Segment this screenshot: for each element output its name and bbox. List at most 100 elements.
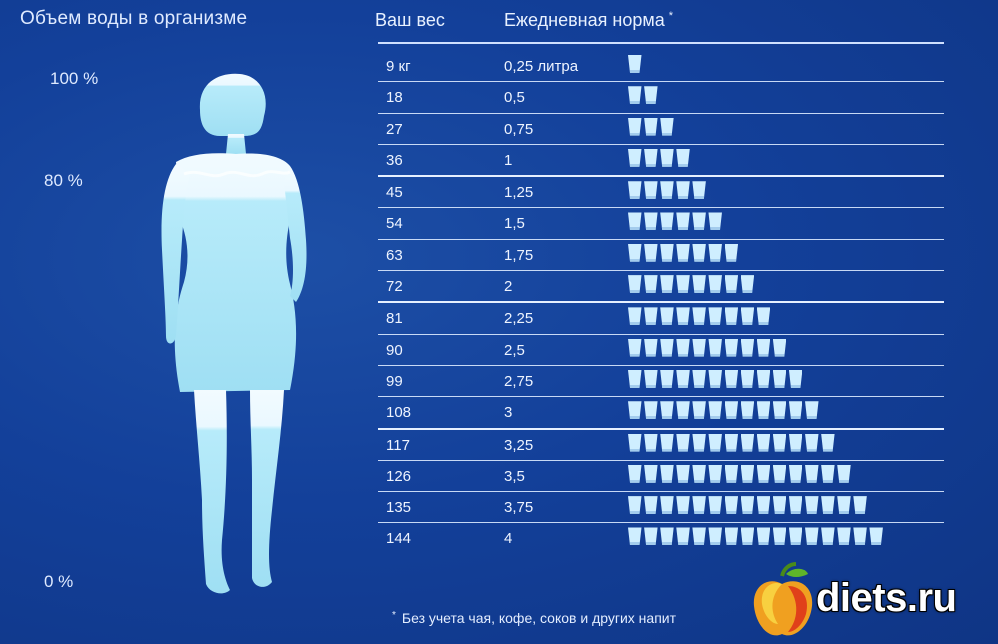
cups-group — [628, 369, 803, 390]
water-glass-icon — [660, 338, 674, 357]
water-glass-icon — [805, 433, 819, 452]
water-glass-icon — [676, 496, 690, 515]
water-glass-icon — [708, 212, 722, 231]
water-glass-icon — [628, 496, 642, 515]
water-glass-icon — [805, 401, 819, 420]
water-glass-icon — [692, 181, 706, 200]
table-row: 81 2,25 — [378, 303, 944, 335]
cups-group — [628, 338, 787, 359]
water-glass-icon — [837, 527, 851, 546]
water-glass-icon — [628, 212, 642, 231]
water-glass-icon — [805, 527, 819, 546]
scale-label-0: 0 % — [44, 572, 74, 591]
cups-group — [628, 401, 819, 421]
water-glass-icon — [660, 243, 674, 262]
water-glass-icon — [676, 464, 690, 483]
water-glass-icon — [692, 433, 706, 452]
water-glass-icon — [644, 496, 658, 515]
water-glass-icon — [740, 275, 755, 294]
water-glass-icon — [628, 433, 642, 452]
liters-cell: 2 — [504, 278, 513, 296]
diets-logo: diets.ru — [748, 560, 998, 644]
water-glass-icon — [788, 401, 803, 420]
water-glass-icon — [708, 243, 722, 262]
water-glass-icon — [740, 401, 755, 420]
liters-cell: 4 — [504, 530, 513, 548]
water-glass-icon — [724, 307, 739, 326]
water-glass-icon — [740, 433, 755, 452]
water-glass-icon — [724, 496, 739, 515]
water-glass-icon — [756, 433, 771, 452]
water-glass-icon — [708, 401, 722, 420]
water-glass-icon — [660, 307, 674, 326]
weight-cell: 27 — [386, 120, 403, 138]
cups-group — [628, 117, 674, 138]
water-glass-icon — [644, 464, 658, 483]
cups-group — [628, 55, 642, 75]
water-glass-icon — [740, 307, 755, 326]
water-glass-icon — [676, 527, 690, 546]
water-glass-icon — [756, 464, 771, 483]
liters-cell: 0,5 — [504, 89, 525, 107]
water-glass-icon — [821, 464, 835, 483]
water-glass-icon — [708, 338, 722, 357]
water-glass-icon — [692, 527, 706, 546]
figure-dress — [174, 153, 297, 392]
water-glass-icon — [676, 338, 690, 357]
scale-label-80: 80 % — [44, 171, 83, 190]
water-glass-icon — [788, 496, 803, 515]
apple-icon — [753, 562, 813, 636]
water-glass-icon — [628, 181, 642, 200]
water-glass-icon — [788, 527, 803, 546]
liters-cell: 3,75 — [504, 499, 534, 517]
water-glass-icon — [660, 181, 674, 200]
water-glass-icon — [740, 338, 755, 357]
water-glass-icon — [740, 527, 755, 546]
water-glass-icon — [644, 212, 658, 231]
water-glass-icon — [692, 464, 706, 483]
water-glass-icon — [628, 401, 642, 420]
water-glass-icon — [756, 496, 771, 515]
column-header-star: * — [668, 10, 674, 22]
water-glass-icon — [644, 148, 658, 167]
water-glass-icon — [644, 338, 658, 357]
table-row: 36 1 — [378, 145, 944, 178]
water-glass-icon — [772, 369, 787, 388]
water-glass-icon — [628, 275, 642, 294]
water-glass-icon — [756, 307, 771, 326]
water-glass-icon — [644, 527, 658, 546]
table-row: 117 3,25 — [378, 430, 944, 461]
water-glass-icon — [788, 369, 803, 388]
water-glass-icon — [660, 212, 674, 231]
table-row: 63 1,75 — [378, 240, 944, 272]
body-water-title: Объем воды в организме — [20, 8, 248, 29]
water-glass-icon — [628, 55, 642, 73]
cups-group — [628, 433, 835, 454]
liters-cell: 1,5 — [504, 215, 525, 233]
water-glass-icon — [660, 527, 674, 546]
weight-cell: 45 — [386, 184, 403, 202]
table-row: 90 2,5 — [378, 335, 944, 366]
weight-cell: 99 — [386, 372, 403, 390]
cups-group — [628, 243, 739, 264]
weight-cell: 135 — [386, 499, 412, 517]
liters-cell: 3 — [504, 404, 513, 422]
water-glass-icon — [692, 338, 706, 357]
water-glass-icon — [772, 464, 787, 483]
water-glass-icon — [628, 338, 642, 357]
water-glass-icon — [644, 275, 658, 294]
figure-right-arm — [284, 166, 307, 302]
water-glass-icon — [708, 275, 722, 294]
cups-group — [628, 496, 867, 516]
table-row: 99 2,75 — [378, 366, 944, 398]
table-row: 72 2 — [378, 271, 944, 304]
water-glass-icon — [660, 369, 674, 388]
water-glass-icon — [660, 496, 674, 515]
cups-group — [628, 212, 722, 232]
weight-cell: 126 — [386, 467, 412, 485]
weight-cell: 108 — [386, 404, 412, 422]
water-glass-icon — [772, 496, 787, 515]
logo-text: diets.ru — [816, 576, 957, 620]
water-glass-icon — [821, 433, 835, 452]
weight-cell: 81 — [386, 310, 403, 328]
